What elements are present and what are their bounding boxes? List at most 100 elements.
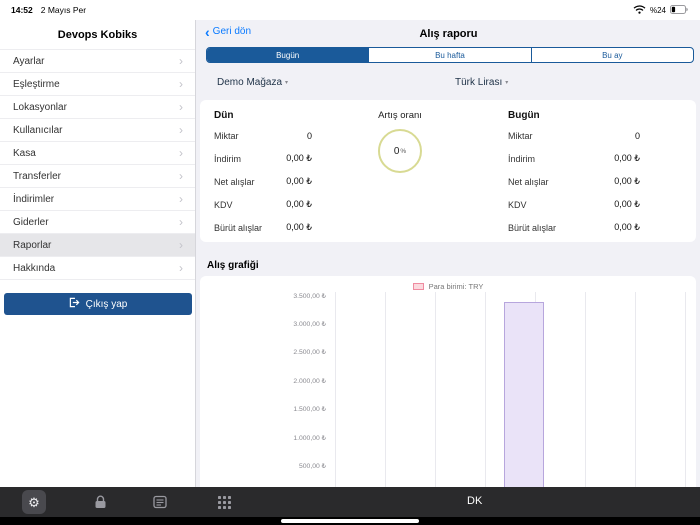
chart-bar <box>503 301 544 487</box>
stat-value: 0 <box>306 130 312 141</box>
back-button[interactable]: ‹ Geri dön <box>205 23 251 40</box>
sidebar-item-indirimler[interactable]: İndirimler › <box>0 188 195 211</box>
sidebar-item-lokasyonlar[interactable]: Lokasyonlar › <box>0 96 195 119</box>
stat-label: Bürüt alışlar <box>214 222 263 233</box>
sidebar-item-hakkinda[interactable]: Hakkında › <box>0 257 195 280</box>
sidebar-item-label: Eşleştirme <box>13 78 60 90</box>
stat-label: Bürüt alışlar <box>508 222 557 233</box>
stat-row: Miktar 0 <box>214 124 312 147</box>
today-title: Bugün <box>508 110 540 121</box>
chevron-right-icon: › <box>179 100 183 114</box>
stat-row: Net alışlar 0,00 ₺ <box>214 170 312 193</box>
notes-icon[interactable] <box>153 495 167 514</box>
tab-bugun[interactable]: Bugün <box>207 48 370 62</box>
chevron-right-icon: › <box>179 169 183 183</box>
stat-row: KDV 0,00 ₺ <box>508 193 640 216</box>
home-indicator[interactable] <box>281 519 419 523</box>
report-header: ‹ Geri dön Alış raporu <box>197 20 700 47</box>
y-axis-tick-label: 2.500,00 ₺ <box>293 349 326 357</box>
legend-label: Para birimi: TRY <box>428 282 484 291</box>
today-rows: Miktar 0 İndirim 0,00 ₺ Net alışlar 0,00 ₺ KDV… <box>508 124 640 239</box>
chevron-right-icon: › <box>179 123 183 137</box>
store-dropdown[interactable]: Demo Mağaza ▾ <box>217 77 288 88</box>
y-axis-tick-label: 3.500,00 ₺ <box>293 292 326 300</box>
tab-bu-ay[interactable]: Bu ay <box>602 50 623 60</box>
sidebar-item-label: Kullanıcılar <box>13 124 63 136</box>
tab-bu-hafta[interactable]: Bu hafta <box>369 48 532 62</box>
lock-icon[interactable] <box>94 495 107 514</box>
stat-label: KDV <box>214 199 233 210</box>
gear-icon: ⚙ <box>28 494 40 510</box>
sidebar-item-eslestirme[interactable]: Eşleştirme › <box>0 73 195 96</box>
stat-row: İndirim 0,00 ₺ <box>214 147 312 170</box>
sidebar-item-label: Transferler <box>13 170 61 182</box>
logout-icon <box>69 297 80 311</box>
settings-dock-button[interactable]: ⚙ <box>22 490 46 514</box>
sidebar-nav: Ayarlar › Eşleştirme › Lokasyonlar › Kullanıcı… <box>0 49 195 280</box>
dock-app-label: DK <box>467 495 483 507</box>
y-axis-tick-label: 3.000,00 ₺ <box>293 320 326 328</box>
page-title: Alış raporu <box>419 28 478 40</box>
y-axis-tick-label: 500,00 ₺ <box>298 462 326 470</box>
stat-label: Net alışlar <box>214 176 255 187</box>
stat-value: 0,00 ₺ <box>614 222 640 232</box>
stat-row: İndirim 0,00 ₺ <box>508 147 640 170</box>
sidebar-item-ayarlar[interactable]: Ayarlar › <box>0 50 195 73</box>
status-left: 14:52 2 Mayıs Per <box>11 5 86 15</box>
chevron-down-icon: ▾ <box>505 80 509 86</box>
stat-value: 0 <box>634 130 640 141</box>
sidebar-item-transferler[interactable]: Transferler › <box>0 165 195 188</box>
stat-row: Bürüt alışlar 0,00 ₺ <box>214 216 312 239</box>
stat-value: 0,00 ₺ <box>286 222 312 232</box>
chevron-right-icon: › <box>179 54 183 68</box>
sidebar-item-raporlar[interactable]: Raporlar › <box>0 234 195 257</box>
status-bar: 14:52 2 Mayıs Per %24 <box>0 0 700 20</box>
sidebar-item-kasa[interactable]: Kasa › <box>0 142 195 165</box>
stats-card: Dün Miktar 0 İndirim 0,00 ₺ Net alışlar 0,00 … <box>200 100 696 242</box>
chart-legend: Para birimi: TRY <box>200 282 696 291</box>
chevron-down-icon: ▾ <box>285 80 289 86</box>
home-strip <box>0 517 700 525</box>
y-axis-tick-label: 2.000,00 ₺ <box>293 377 326 385</box>
yesterday-rows: Miktar 0 İndirim 0,00 ₺ Net alışlar 0,00 ₺ KDV… <box>214 124 312 239</box>
stat-value: 0,00 ₺ <box>614 176 640 186</box>
filters-row: Demo Mağaza ▾ Türk Lirası ▾ <box>197 70 700 96</box>
status-time: 14:52 <box>11 5 33 15</box>
stats-col-yesterday: Dün Miktar 0 İndirim 0,00 ₺ Net alışlar 0,00 … <box>214 110 312 239</box>
sidebar-item-giderler[interactable]: Giderler › <box>0 211 195 234</box>
stat-value: 0,00 ₺ <box>286 153 312 163</box>
store-dropdown-value: Demo Mağaza <box>217 77 283 88</box>
logout-label: Çıkış yap <box>85 298 128 310</box>
growth-unit: % <box>400 147 407 155</box>
wifi-icon <box>633 4 646 16</box>
sidebar-item-label: Ayarlar <box>13 55 45 67</box>
stat-label: Miktar <box>214 130 239 141</box>
legend-swatch <box>412 283 424 290</box>
sidebar: Devops Kobiks Ayarlar › Eşleştirme › Lokasyo… <box>0 20 196 487</box>
chevron-left-icon: ‹ <box>205 23 210 40</box>
app-grid-icon[interactable] <box>218 496 231 514</box>
sidebar-item-label: Lokasyonlar <box>13 101 67 113</box>
stat-value: 0,00 ₺ <box>614 199 640 209</box>
chevron-right-icon: › <box>179 192 183 206</box>
growth-ring: 0% <box>378 129 422 173</box>
stat-row: Miktar 0 <box>508 124 640 147</box>
stat-label: Net alışlar <box>508 176 549 187</box>
stat-row: Bürüt alışlar 0,00 ₺ <box>508 216 640 239</box>
main-content: ‹ Geri dön Alış raporu Bugün Bu hafta Bu a… <box>197 20 700 487</box>
battery-icon <box>670 4 689 16</box>
sidebar-item-kullanicilar[interactable]: Kullanıcılar › <box>0 119 195 142</box>
chevron-right-icon: › <box>179 215 183 229</box>
battery-percent: %24 <box>649 5 666 15</box>
chevron-right-icon: › <box>179 261 183 275</box>
sidebar-item-label: Hakkında <box>13 262 56 274</box>
chevron-right-icon: › <box>179 238 183 252</box>
dock: ⚙ DK <box>0 487 700 517</box>
stat-value: 0,00 ₺ <box>286 199 312 209</box>
sidebar-item-label: İndirimler <box>13 193 55 205</box>
sidebar-item-label: Kasa <box>13 147 36 159</box>
logout-button[interactable]: Çıkış yap <box>4 293 192 315</box>
currency-dropdown[interactable]: Türk Lirası ▾ <box>455 77 508 88</box>
y-axis-tick-label: 1.000,00 ₺ <box>293 434 326 442</box>
